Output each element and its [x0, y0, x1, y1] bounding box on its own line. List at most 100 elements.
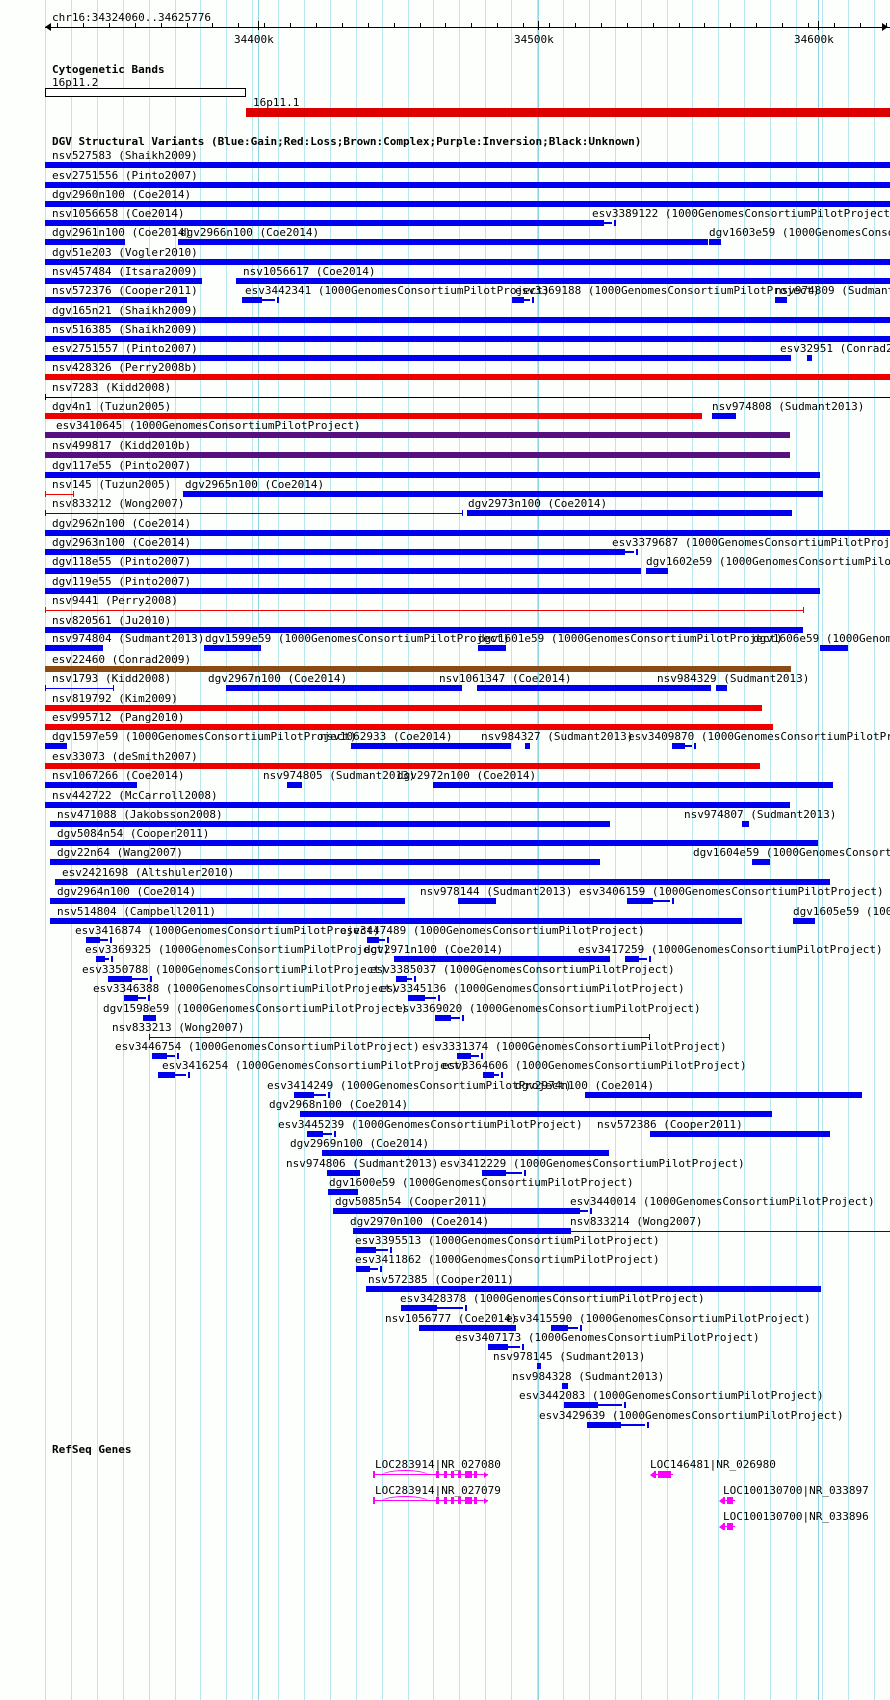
variant-bar[interactable]: [646, 568, 668, 574]
variant-bar[interactable]: [55, 879, 830, 885]
gene-exon[interactable]: [465, 1471, 472, 1478]
variant-bar[interactable]: [309, 1131, 323, 1137]
variant-thin-line[interactable]: [45, 688, 113, 689]
cytoband-bar[interactable]: [45, 88, 246, 97]
variant-bar[interactable]: [143, 1015, 156, 1021]
gene-exon[interactable]: [727, 1523, 733, 1530]
variant-bar[interactable]: [712, 413, 736, 419]
variant-bar[interactable]: [394, 956, 610, 962]
variant-bar[interactable]: [45, 162, 890, 168]
variant-bar[interactable]: [369, 937, 379, 943]
variant-thin-line[interactable]: [45, 397, 890, 398]
variant-bar[interactable]: [459, 1053, 471, 1059]
variant-bar[interactable]: [45, 413, 702, 419]
variant-bar[interactable]: [478, 645, 506, 651]
variant-bar[interactable]: [568, 1208, 580, 1214]
variant-bar[interactable]: [650, 1131, 830, 1137]
variant-bar[interactable]: [160, 1072, 175, 1078]
variant-bar[interactable]: [612, 549, 625, 555]
variant-bar[interactable]: [589, 1422, 621, 1428]
variant-bar[interactable]: [126, 995, 138, 1001]
variant-bar[interactable]: [98, 956, 105, 962]
gene-exon[interactable]: [444, 1471, 447, 1478]
variant-bar[interactable]: [592, 220, 604, 226]
variant-bar[interactable]: [45, 374, 890, 380]
variant-bar[interactable]: [236, 278, 890, 284]
variant-bar[interactable]: [458, 898, 496, 904]
variant-bar[interactable]: [45, 336, 890, 342]
variant-bar[interactable]: [45, 452, 790, 458]
gene-exon[interactable]: [727, 1497, 733, 1504]
variant-bar[interactable]: [45, 239, 125, 245]
variant-bar[interactable]: [467, 510, 792, 516]
variant-bar[interactable]: [50, 898, 405, 904]
gene-exon[interactable]: [436, 1497, 439, 1504]
variant-bar[interactable]: [485, 1072, 494, 1078]
variant-bar[interactable]: [585, 1092, 862, 1098]
variant-bar[interactable]: [419, 1325, 516, 1331]
variant-bar[interactable]: [45, 568, 641, 574]
variant-bar[interactable]: [674, 743, 685, 749]
variant-bar[interactable]: [45, 297, 187, 303]
ruler-left-arrow-icon[interactable]: [45, 23, 51, 31]
gene-exon[interactable]: [458, 1497, 461, 1504]
variant-bar[interactable]: [287, 782, 302, 788]
variant-bar[interactable]: [45, 355, 791, 361]
variant-bar[interactable]: [183, 491, 823, 497]
variant-bar[interactable]: [353, 1228, 571, 1234]
variant-bar[interactable]: [410, 995, 425, 1001]
variant-bar[interactable]: [820, 645, 848, 651]
variant-bar[interactable]: [358, 1266, 370, 1272]
variant-bar[interactable]: [45, 259, 890, 265]
variant-bar[interactable]: [45, 472, 820, 478]
variant-bar[interactable]: [45, 201, 890, 207]
variant-bar[interactable]: [45, 802, 790, 808]
variant-bar[interactable]: [553, 1325, 568, 1331]
gene-exon[interactable]: [451, 1471, 454, 1478]
variant-bar[interactable]: [629, 898, 653, 904]
variant-bar[interactable]: [45, 530, 890, 536]
variant-bar[interactable]: [45, 549, 610, 555]
variant-bar[interactable]: [537, 1363, 541, 1369]
variant-bar[interactable]: [322, 1150, 609, 1156]
variant-thin-line[interactable]: [570, 1231, 890, 1232]
variant-bar[interactable]: [296, 1092, 314, 1098]
gene-exon[interactable]: [474, 1497, 477, 1504]
variant-bar[interactable]: [204, 645, 261, 651]
variant-bar[interactable]: [709, 239, 721, 245]
variant-bar[interactable]: [366, 1286, 821, 1292]
variant-bar[interactable]: [110, 976, 132, 982]
variant-bar[interactable]: [45, 627, 803, 633]
gene-backbone[interactable]: [373, 1474, 488, 1475]
variant-bar[interactable]: [300, 1111, 772, 1117]
variant-thin-line[interactable]: [45, 610, 803, 611]
variant-bar[interactable]: [45, 705, 762, 711]
gene-backbone[interactable]: [373, 1500, 488, 1501]
gene-exon[interactable]: [458, 1471, 461, 1478]
variant-bar[interactable]: [627, 956, 639, 962]
variant-bar[interactable]: [328, 1189, 358, 1195]
gene-exon[interactable]: [436, 1471, 439, 1478]
variant-bar[interactable]: [45, 278, 202, 284]
variant-bar[interactable]: [45, 432, 790, 438]
variant-bar[interactable]: [716, 685, 727, 691]
variant-bar[interactable]: [45, 763, 760, 769]
variant-bar[interactable]: [45, 220, 590, 226]
variant-bar[interactable]: [525, 743, 530, 749]
variant-bar[interactable]: [775, 297, 787, 303]
variant-bar[interactable]: [45, 743, 67, 749]
variant-bar[interactable]: [45, 645, 103, 651]
cytoband-bar[interactable]: [246, 108, 890, 117]
variant-bar[interactable]: [562, 1383, 568, 1389]
variant-bar[interactable]: [793, 918, 815, 924]
variant-bar[interactable]: [45, 724, 773, 730]
variant-thin-line[interactable]: [45, 513, 462, 514]
variant-bar[interactable]: [433, 782, 833, 788]
gene-exon[interactable]: [444, 1497, 447, 1504]
variant-bar[interactable]: [351, 743, 511, 749]
variant-thin-line[interactable]: [149, 1037, 649, 1038]
gene-exon[interactable]: [451, 1497, 454, 1504]
variant-bar[interactable]: [45, 182, 890, 188]
variant-bar[interactable]: [514, 297, 524, 303]
gene-exon[interactable]: [465, 1497, 472, 1504]
